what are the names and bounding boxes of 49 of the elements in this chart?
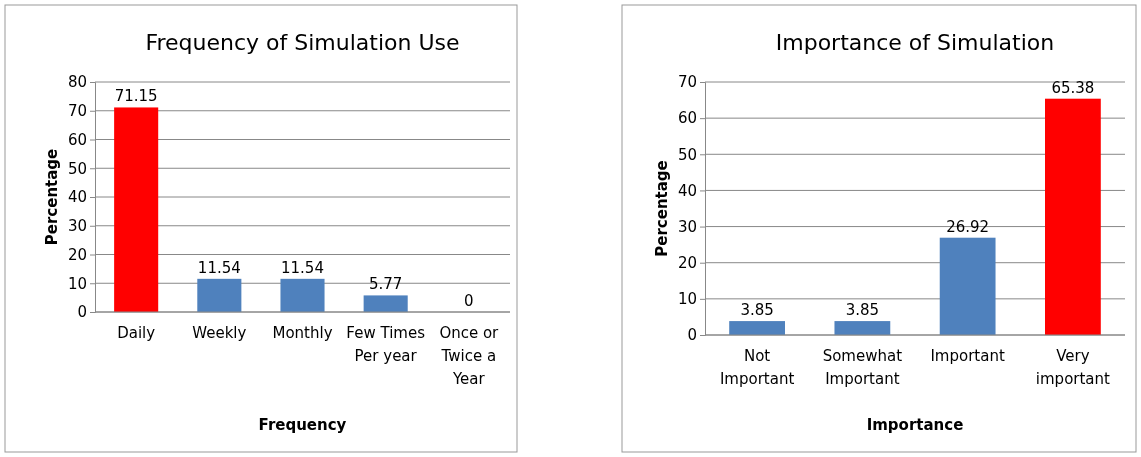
y-tick-label: 50 xyxy=(67,159,87,178)
y-tick-label: 20 xyxy=(67,245,87,264)
data-label: 3.85 xyxy=(740,301,774,320)
x-tick-label: Few Times Per year xyxy=(346,324,426,365)
y-tick-label: 30 xyxy=(67,217,87,236)
x-axis-title: Frequency xyxy=(258,416,347,434)
y-tick-label: 40 xyxy=(677,181,697,200)
data-label: 11.54 xyxy=(197,258,241,277)
y-tick-label: 0 xyxy=(687,326,697,345)
x-tick-label: Weekly xyxy=(192,324,247,342)
y-tick-label: 60 xyxy=(67,130,87,149)
bar xyxy=(363,295,408,312)
chart-title: Frequency of Simulation Use xyxy=(145,30,460,55)
y-axis-title: Percentage xyxy=(653,160,671,257)
y-tick-label: 10 xyxy=(677,290,697,309)
x-tick-label: Important xyxy=(930,347,1005,365)
bar xyxy=(1045,98,1101,335)
data-label: 0 xyxy=(464,292,474,310)
data-label: 3.85 xyxy=(845,301,880,320)
bar xyxy=(197,278,242,312)
y-tick-label: 70 xyxy=(67,102,87,121)
x-tick-label: Daily xyxy=(117,324,156,342)
y-tick-label: 80 xyxy=(67,73,87,92)
y-tick-label: 10 xyxy=(67,274,87,293)
x-tick-label: Once or Twice a Year xyxy=(439,324,500,388)
data-label: 71.15 xyxy=(114,87,158,106)
bar xyxy=(939,237,996,335)
chart-title: Importance of Simulation xyxy=(775,30,1055,55)
y-tick-label: 70 xyxy=(677,73,697,92)
x-tick-label: Somewhat Important xyxy=(822,347,903,388)
y-tick-label: 40 xyxy=(67,188,87,207)
data-label: 65.38 xyxy=(1051,78,1095,97)
bar xyxy=(834,321,891,335)
bar xyxy=(114,107,159,312)
x-axis-title: Importance xyxy=(866,416,964,434)
y-tick-label: 60 xyxy=(677,109,697,128)
y-tick-label: 30 xyxy=(677,217,697,236)
x-tick-label: Monthly xyxy=(272,324,333,342)
data-label: 5.77 xyxy=(368,275,403,294)
data-label: 11.54 xyxy=(281,258,324,277)
y-tick-label: 20 xyxy=(677,254,697,273)
data-label: 26.92 xyxy=(946,217,990,236)
bar xyxy=(280,278,325,312)
y-tick-label: 50 xyxy=(677,145,697,164)
bar xyxy=(729,321,785,335)
x-tick-label: Not Important xyxy=(719,347,795,388)
y-tick-label: 0 xyxy=(77,303,87,322)
x-tick-label: Very important xyxy=(1035,347,1111,388)
y-axis-title: Percentage xyxy=(43,148,61,246)
